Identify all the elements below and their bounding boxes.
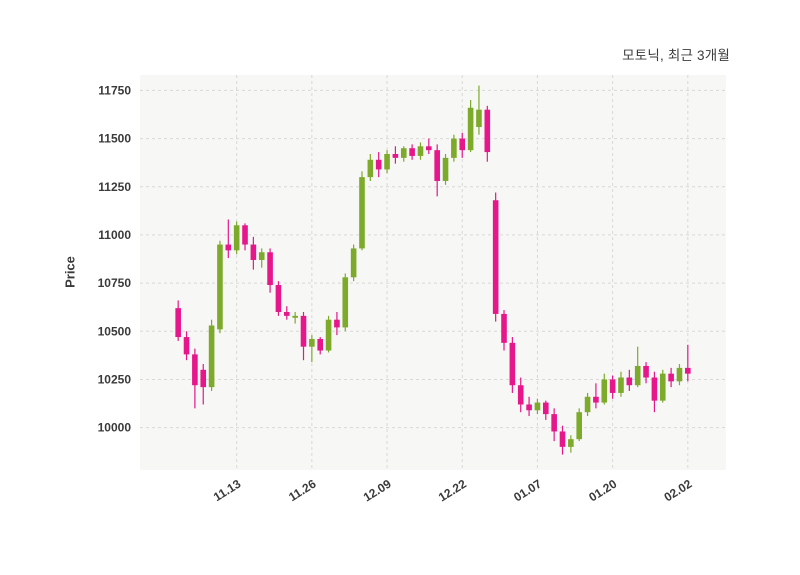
candle-body bbox=[350, 248, 357, 278]
candle-body bbox=[342, 277, 349, 328]
candle-body bbox=[526, 404, 532, 411]
y-tick-label: 11250 bbox=[98, 180, 131, 194]
candle-body bbox=[634, 365, 641, 386]
candle-body bbox=[501, 313, 507, 343]
candle-body bbox=[275, 285, 282, 312]
candle-body bbox=[392, 154, 399, 158]
candle-body bbox=[509, 342, 516, 386]
candle-body bbox=[434, 150, 440, 181]
candle-body bbox=[325, 319, 332, 351]
candle-body bbox=[250, 244, 257, 260]
candle-body bbox=[300, 315, 307, 347]
candle-body bbox=[359, 177, 365, 249]
y-tick-label: 10000 bbox=[98, 421, 132, 435]
candle-body bbox=[651, 377, 658, 401]
candle-body bbox=[476, 109, 482, 128]
candle-body bbox=[451, 138, 457, 158]
candle-body bbox=[551, 414, 557, 432]
candle-body bbox=[375, 159, 382, 170]
candle-body bbox=[643, 365, 649, 378]
y-tick-label: 11500 bbox=[98, 132, 131, 146]
candle-body bbox=[584, 396, 591, 413]
x-tick-label: 01.07 bbox=[511, 476, 544, 504]
x-tick-label: 12.22 bbox=[436, 476, 469, 504]
candle-body bbox=[384, 154, 390, 170]
candle-body bbox=[258, 252, 265, 260]
candle-body bbox=[659, 373, 666, 401]
candle-body bbox=[309, 338, 315, 347]
candle-body bbox=[609, 379, 616, 393]
candle-body bbox=[601, 379, 608, 403]
y-tick-label: 10500 bbox=[98, 324, 132, 338]
plot-area bbox=[140, 75, 726, 470]
y-tick-label: 11000 bbox=[98, 228, 131, 242]
candle-body bbox=[225, 244, 232, 251]
candle-body bbox=[233, 225, 240, 251]
x-tick-label: 01.20 bbox=[586, 476, 619, 504]
candle-body bbox=[317, 338, 324, 351]
x-tick-label: 12.09 bbox=[361, 476, 394, 504]
candle-body bbox=[534, 402, 541, 411]
y-tick-label: 10750 bbox=[98, 276, 132, 290]
candle-body bbox=[517, 385, 524, 405]
x-tick-label: 02.02 bbox=[662, 476, 695, 504]
candle-body bbox=[426, 146, 432, 151]
candle-body bbox=[484, 109, 491, 153]
candle-body bbox=[400, 148, 407, 158]
x-tick-label: 11.13 bbox=[211, 477, 244, 505]
candle-body bbox=[559, 431, 566, 447]
candle-body bbox=[175, 308, 181, 338]
y-tick-label: 10250 bbox=[98, 372, 132, 386]
candle-body bbox=[334, 319, 340, 328]
y-axis-label: Price bbox=[62, 256, 78, 288]
candle-body bbox=[283, 312, 290, 316]
candle-body bbox=[208, 325, 215, 388]
candle-body bbox=[417, 146, 424, 156]
candle-body bbox=[459, 138, 466, 151]
candle-body bbox=[442, 157, 449, 181]
y-tick-label: 11750 bbox=[98, 83, 131, 97]
candle-body bbox=[668, 373, 674, 382]
candle-body bbox=[593, 396, 599, 403]
candle-body bbox=[292, 315, 298, 318]
chart-title: 모토닉, 최근 3개월 bbox=[622, 48, 730, 63]
candle-body bbox=[467, 107, 474, 151]
candle-body bbox=[626, 377, 633, 386]
candle-body bbox=[618, 377, 624, 393]
candle-body bbox=[576, 412, 583, 440]
candle-body bbox=[568, 439, 574, 447]
candle-body bbox=[676, 367, 683, 382]
x-tick-label: 11.26 bbox=[286, 477, 319, 505]
candle-body bbox=[367, 159, 374, 178]
candle-body bbox=[542, 402, 549, 415]
candle-body bbox=[192, 354, 198, 386]
candle-body bbox=[242, 225, 248, 245]
candle-body bbox=[492, 200, 499, 314]
candle-body bbox=[217, 244, 223, 330]
candle-body bbox=[267, 252, 273, 286]
candle-body bbox=[200, 369, 207, 388]
candle-body bbox=[183, 337, 190, 355]
candle-body bbox=[409, 148, 415, 156]
candle-body bbox=[685, 367, 691, 374]
